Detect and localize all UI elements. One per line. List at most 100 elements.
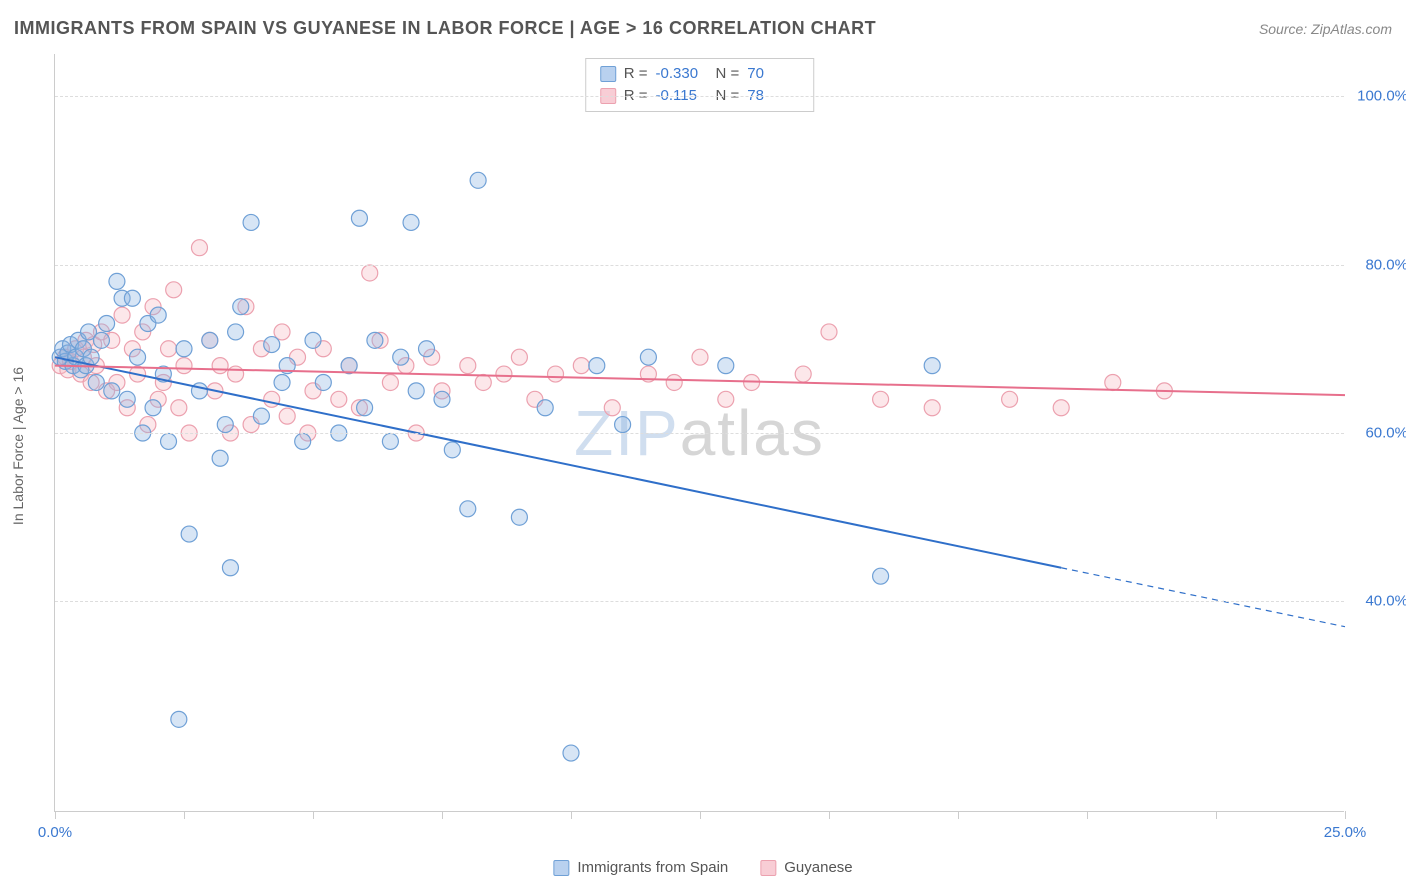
- scatter-point-spain: [460, 501, 476, 517]
- scatter-point-spain: [393, 349, 409, 365]
- scatter-point-spain: [419, 341, 435, 357]
- scatter-point-guyanese: [666, 374, 682, 390]
- scatter-point-guyanese: [604, 400, 620, 416]
- scatter-point-spain: [228, 324, 244, 340]
- n-value: 70: [747, 63, 799, 85]
- bottom-legend: Immigrants from Spain Guyanese: [553, 859, 852, 876]
- regression-line-spain: [55, 357, 1061, 568]
- legend-item: Guyanese: [760, 859, 852, 876]
- scatter-point-guyanese: [718, 391, 734, 407]
- scatter-point-guyanese: [362, 265, 378, 281]
- scatter-point-guyanese: [1105, 374, 1121, 390]
- legend-label: Immigrants from Spain: [577, 859, 728, 876]
- scatter-point-spain: [161, 433, 177, 449]
- x-tick-label: 0.0%: [38, 824, 72, 841]
- scatter-point-spain: [264, 337, 280, 353]
- scatter-point-spain: [305, 332, 321, 348]
- scatter-point-spain: [537, 400, 553, 416]
- scatter-point-spain: [181, 526, 197, 542]
- legend-item: Immigrants from Spain: [553, 859, 728, 876]
- x-tick: [1216, 811, 1217, 819]
- scatter-point-guyanese: [924, 400, 940, 416]
- scatter-point-spain: [351, 210, 367, 226]
- scatter-point-spain: [145, 400, 161, 416]
- scatter-point-guyanese: [212, 358, 228, 374]
- scatter-point-spain: [150, 307, 166, 323]
- scatter-point-spain: [104, 383, 120, 399]
- scatter-point-spain: [408, 383, 424, 399]
- r-value: -0.330: [656, 63, 708, 85]
- x-tick: [184, 811, 185, 819]
- gridline: [55, 601, 1344, 602]
- scatter-point-guyanese: [548, 366, 564, 382]
- plot-area: ZIPatlas R =-0.330N =70R =-0.115N =78 40…: [54, 54, 1344, 812]
- scatter-point-spain: [212, 450, 228, 466]
- regression-line-dash-spain: [1061, 568, 1345, 627]
- scatter-point-guyanese: [228, 366, 244, 382]
- scatter-point-guyanese: [166, 282, 182, 298]
- scatter-point-guyanese: [692, 349, 708, 365]
- gridline: [55, 265, 1344, 266]
- scatter-point-guyanese: [331, 391, 347, 407]
- scatter-point-spain: [357, 400, 373, 416]
- scatter-point-guyanese: [264, 391, 280, 407]
- header: IMMIGRANTS FROM SPAIN VS GUYANESE IN LAB…: [14, 18, 1392, 39]
- stats-legend: R =-0.330N =70R =-0.115N =78: [585, 58, 815, 112]
- scatter-point-spain: [382, 433, 398, 449]
- legend-swatch: [553, 860, 569, 876]
- scatter-point-guyanese: [1053, 400, 1069, 416]
- scatter-point-spain: [589, 358, 605, 374]
- x-tick: [55, 811, 56, 819]
- scatter-point-spain: [243, 214, 259, 230]
- x-tick: [829, 811, 830, 819]
- scatter-point-spain: [315, 374, 331, 390]
- scatter-point-spain: [873, 568, 889, 584]
- x-tick: [1345, 811, 1346, 819]
- legend-label: Guyanese: [784, 859, 852, 876]
- n-label: N =: [716, 63, 740, 85]
- scatter-point-guyanese: [475, 374, 491, 390]
- scatter-point-spain: [470, 172, 486, 188]
- scatter-point-guyanese: [176, 358, 192, 374]
- x-tick: [442, 811, 443, 819]
- scatter-point-spain: [109, 273, 125, 289]
- scatter-point-spain: [615, 417, 631, 433]
- scatter-point-spain: [718, 358, 734, 374]
- scatter-point-guyanese: [460, 358, 476, 374]
- scatter-point-guyanese: [821, 324, 837, 340]
- scatter-point-spain: [88, 374, 104, 390]
- scatter-point-spain: [124, 290, 140, 306]
- scatter-point-guyanese: [279, 408, 295, 424]
- y-tick-label: 40.0%: [1350, 593, 1406, 610]
- scatter-point-guyanese: [511, 349, 527, 365]
- scatter-point-guyanese: [114, 307, 130, 323]
- y-axis-title: In Labor Force | Age > 16: [10, 367, 26, 525]
- gridline: [55, 96, 1344, 97]
- legend-swatch: [600, 66, 616, 82]
- scatter-point-guyanese: [191, 240, 207, 256]
- stats-row: R = -0.330 N = 70: [600, 63, 800, 85]
- x-tick: [700, 811, 701, 819]
- scatter-point-spain: [367, 332, 383, 348]
- r-label: R =: [624, 63, 648, 85]
- y-tick-label: 60.0%: [1350, 425, 1406, 442]
- scatter-point-guyanese: [573, 358, 589, 374]
- x-tick-label: 25.0%: [1324, 824, 1367, 841]
- scatter-point-spain: [924, 358, 940, 374]
- scatter-point-spain: [434, 391, 450, 407]
- source-label: Source: ZipAtlas.com: [1259, 21, 1392, 37]
- scatter-point-guyanese: [1002, 391, 1018, 407]
- scatter-point-spain: [202, 332, 218, 348]
- scatter-point-spain: [403, 214, 419, 230]
- scatter-point-guyanese: [382, 374, 398, 390]
- scatter-point-spain: [274, 374, 290, 390]
- scatter-point-spain: [171, 711, 187, 727]
- scatter-point-spain: [563, 745, 579, 761]
- x-tick: [313, 811, 314, 819]
- scatter-point-guyanese: [795, 366, 811, 382]
- y-tick-label: 80.0%: [1350, 256, 1406, 273]
- x-tick: [958, 811, 959, 819]
- scatter-point-spain: [99, 316, 115, 332]
- scatter-point-spain: [119, 391, 135, 407]
- scatter-point-guyanese: [496, 366, 512, 382]
